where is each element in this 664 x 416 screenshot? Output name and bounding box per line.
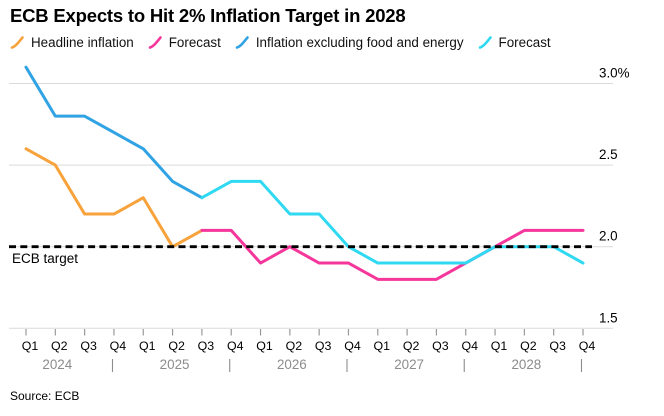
x-axis-quarter-label: Q1	[256, 339, 273, 353]
legend-label: Headline inflation	[31, 35, 134, 50]
legend-item-core-forecast: Forecast	[478, 35, 551, 50]
x-axis-quarter-label: Q3	[549, 339, 566, 353]
x-axis-quarter-label: Q4	[461, 339, 478, 353]
line-swatch-icon	[478, 36, 492, 49]
chart-legend: Headline inflation Forecast Inflation ex…	[10, 35, 551, 50]
x-axis-quarter-label: Q3	[80, 339, 97, 353]
x-axis-year-label: 2025	[160, 357, 190, 372]
x-axis-quarter-label: Q1	[22, 339, 39, 353]
series-core-inflation-line	[24, 65, 204, 200]
x-axis-quarter-label: Q2	[286, 339, 303, 353]
x-axis-year-label: 2024	[42, 357, 72, 372]
source-note: Source: ECB	[10, 389, 80, 403]
x-axis-quarter-label: Q1	[374, 339, 391, 353]
x-axis-quarter-label: Q4	[110, 339, 127, 353]
x-axis-quarter-label: Q1	[139, 339, 156, 353]
series-headline-forecast-line	[200, 228, 585, 281]
legend-item-core-inflation: Inflation excluding food and energy	[235, 35, 464, 50]
x-axis-quarter-label: Q2	[51, 339, 68, 353]
series-headline-inflation-line	[24, 147, 204, 249]
legend-label: Forecast	[498, 35, 551, 50]
ecb-target-label: ECB target	[12, 251, 79, 266]
line-swatch-icon	[235, 36, 249, 49]
legend-item-headline-forecast: Forecast	[148, 35, 221, 50]
y-axis-tick-label: 1.5	[599, 310, 618, 325]
line-swatch-icon	[148, 36, 162, 49]
x-axis-quarter-label: Q2	[520, 339, 537, 353]
x-axis-quarter-label: Q3	[315, 339, 332, 353]
x-axis-quarter-label: Q4	[579, 339, 596, 353]
x-axis-quarter-label: Q2	[403, 339, 420, 353]
legend-label: Forecast	[168, 35, 221, 50]
legend-label: Inflation excluding food and energy	[255, 35, 464, 50]
x-axis-quarter-label: Q3	[198, 339, 215, 353]
y-axis-tick-label: 2.0	[599, 229, 618, 244]
year-separator: |	[228, 357, 231, 372]
year-separator: |	[345, 357, 348, 372]
x-axis-quarter-label: Q4	[227, 339, 244, 353]
year-separator: |	[580, 357, 583, 372]
legend-item-headline-inflation: Headline inflation	[10, 35, 134, 50]
page-title: ECB Expects to Hit 2% Inflation Target i…	[10, 5, 406, 26]
y-axis-tick-label: 3.0%	[599, 66, 630, 81]
x-axis-year-label: 2028	[511, 357, 541, 372]
y-axis-tick-label: 2.5	[599, 147, 618, 162]
year-separator: |	[462, 357, 465, 372]
x-axis-year-label: 2027	[394, 357, 424, 372]
x-axis-year-label: 2026	[277, 357, 307, 372]
x-axis-quarter-label: Q3	[432, 339, 449, 353]
year-separator: |	[111, 357, 114, 372]
x-axis-quarter-label: Q2	[168, 339, 185, 353]
x-axis-quarter-label: Q4	[344, 339, 361, 353]
x-axis-quarter-label: Q1	[491, 339, 508, 353]
series-core-forecast-line	[200, 179, 585, 265]
line-swatch-icon	[10, 36, 24, 49]
